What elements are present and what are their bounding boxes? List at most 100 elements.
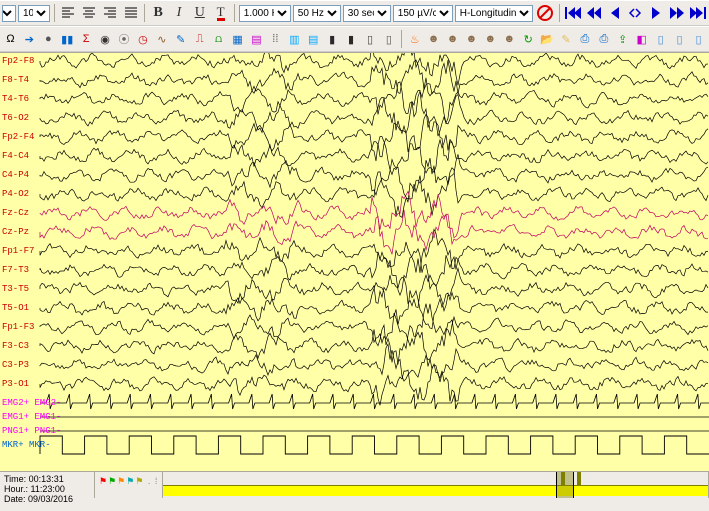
nav-last-button[interactable] bbox=[688, 2, 707, 24]
freq-grid-button[interactable]: ▦ bbox=[229, 29, 246, 49]
film-3-button[interactable]: ▯ bbox=[362, 29, 379, 49]
channel-label: EMG1+ EMG1- bbox=[2, 412, 61, 422]
font-name-combo[interactable] bbox=[2, 5, 16, 22]
skull-3-button[interactable]: ☻ bbox=[463, 29, 480, 49]
channel-label: T3-T5 bbox=[2, 284, 29, 294]
forbid-icon[interactable] bbox=[535, 2, 555, 24]
align-left-button[interactable] bbox=[59, 2, 78, 24]
align-center-button[interactable] bbox=[80, 2, 99, 24]
doc-2-button[interactable]: ▯ bbox=[671, 29, 688, 49]
export-button[interactable]: ⇪ bbox=[614, 29, 631, 49]
print-2-button[interactable]: ⎙ bbox=[595, 29, 612, 49]
nav-prev-page-button[interactable] bbox=[584, 2, 603, 24]
eeg-viewport[interactable]: Fp2-F8F8-T4T4-T6T6-O2Fp2-F4F4-C4C4-P4P4-… bbox=[0, 53, 709, 471]
wave-tool-button[interactable]: ∿ bbox=[153, 29, 170, 49]
filter-hp-combo[interactable]: 1.000 Hz bbox=[239, 5, 291, 22]
refresh-button[interactable]: ↻ bbox=[520, 29, 537, 49]
eeg-traces-svg bbox=[0, 53, 709, 471]
notes-button[interactable]: ✎ bbox=[558, 29, 575, 49]
channel-label: Cz-Pz bbox=[2, 227, 29, 237]
color-picker-button[interactable]: ◧ bbox=[633, 29, 650, 49]
sigma-button[interactable]: Σ bbox=[78, 29, 95, 49]
toolbar-row-2: Ω➔●▮▮Σ◉⦿◷∿✎⎍⩍▦▤⁞⁞▥▤▮▮▯▯♨☻☻☻☻☻↻📂✎⎙⎙⇪◧▯▯▯ bbox=[0, 26, 709, 52]
omega-button[interactable]: Ω bbox=[2, 29, 19, 49]
skull-1-button[interactable]: ☻ bbox=[425, 29, 442, 49]
flag-icon: ⚑ bbox=[126, 476, 135, 486]
nav-next-button[interactable] bbox=[647, 2, 666, 24]
film-4-button[interactable]: ▯ bbox=[380, 29, 397, 49]
font-size-combo[interactable]: 10 bbox=[18, 5, 50, 22]
timeline-track bbox=[163, 485, 708, 496]
separator bbox=[54, 4, 55, 22]
toolbar-row-1: 10 B bbox=[0, 0, 709, 26]
skull-5-button[interactable]: ☻ bbox=[501, 29, 518, 49]
separator bbox=[234, 4, 235, 22]
timeline[interactable] bbox=[163, 472, 709, 498]
nav-prev-button[interactable] bbox=[605, 2, 624, 24]
nav-next-page-button[interactable] bbox=[668, 2, 687, 24]
channel-label: Fz-Cz bbox=[2, 208, 29, 218]
filter-lp-combo[interactable]: 50 Hz bbox=[293, 5, 341, 22]
channel-label: EMG2+ EMG2- bbox=[2, 398, 61, 408]
channel-label: F7-T3 bbox=[2, 265, 29, 275]
italic-button[interactable]: I bbox=[170, 2, 189, 24]
channel-label: T6-O2 bbox=[2, 113, 29, 123]
channel-label: Fp2-F4 bbox=[2, 132, 34, 142]
separator bbox=[401, 30, 402, 48]
channel-label: PNG1+ PNG1- bbox=[2, 426, 61, 436]
annotate-button[interactable]: ✎ bbox=[172, 29, 189, 49]
text-color-button[interactable]: T bbox=[211, 2, 230, 24]
fingerprint-button[interactable]: ◉ bbox=[97, 29, 114, 49]
status-time-block: Time: 00:13:31 Hour.: 11:23:00 Date: 09/… bbox=[0, 472, 95, 498]
status-hour: Hour.: 11:23:00 bbox=[4, 484, 90, 494]
clock-button[interactable]: ◷ bbox=[134, 29, 151, 49]
nav-first-button[interactable] bbox=[564, 2, 583, 24]
channel-label: Fp2-F8 bbox=[2, 56, 34, 66]
film-1-button[interactable]: ▮ bbox=[324, 29, 341, 49]
record-button[interactable]: ● bbox=[40, 29, 57, 49]
channel-label: T4-T6 bbox=[2, 94, 29, 104]
channel-label: Fp1-F7 bbox=[2, 246, 34, 256]
channel-label: C4-P4 bbox=[2, 170, 29, 180]
flag-icon: ⚑ bbox=[117, 476, 126, 486]
timebase-combo[interactable]: 30 sec bbox=[343, 5, 391, 22]
dots-button[interactable]: ⁞⁞ bbox=[267, 29, 284, 49]
status-time: Time: 00:13:31 bbox=[4, 474, 90, 484]
channel-label: F3-C3 bbox=[2, 341, 29, 351]
flame-button[interactable]: ♨ bbox=[406, 29, 423, 49]
channel-label: MKR+ MKR- bbox=[2, 440, 51, 450]
folder-open-button[interactable]: 📂 bbox=[539, 29, 556, 49]
channel-label: Fp1-F3 bbox=[2, 322, 34, 332]
report-blue-button[interactable]: ▥ bbox=[286, 29, 303, 49]
channel-label: C3-P3 bbox=[2, 360, 29, 370]
net1-button[interactable]: ⩍ bbox=[210, 29, 227, 49]
arrow-right-button[interactable]: ➔ bbox=[21, 29, 38, 49]
print-1-button[interactable]: ⎙ bbox=[576, 29, 593, 49]
report-list-button[interactable]: ▤ bbox=[305, 29, 322, 49]
bold-button[interactable]: B bbox=[149, 2, 168, 24]
doc-1-button[interactable]: ▯ bbox=[652, 29, 669, 49]
grid-edit-button[interactable]: ▤ bbox=[248, 29, 265, 49]
doc-3-button[interactable]: ▯ bbox=[690, 29, 707, 49]
timeline-marker bbox=[577, 472, 581, 486]
aux1-button[interactable]: ⦿ bbox=[116, 29, 133, 49]
align-justify-button[interactable] bbox=[121, 2, 140, 24]
montage-combo[interactable]: H-Longitudine v. bbox=[455, 5, 533, 22]
channel-label: P4-O2 bbox=[2, 189, 29, 199]
flag-icon: ⚑ bbox=[108, 476, 117, 486]
separator bbox=[144, 4, 145, 22]
film-2-button[interactable]: ▮ bbox=[343, 29, 360, 49]
channel-label: F4-C4 bbox=[2, 151, 29, 161]
pause-button[interactable]: ▮▮ bbox=[59, 29, 76, 49]
align-right-button[interactable] bbox=[100, 2, 119, 24]
pulse-button[interactable]: ⎍ bbox=[191, 29, 208, 49]
status-bar: Time: 00:13:31 Hour.: 11:23:00 Date: 09/… bbox=[0, 471, 709, 498]
status-flags: ⚑⚑⚑⚑⚑ . ⁞ bbox=[95, 472, 163, 498]
flag-icon: ⚑ bbox=[99, 476, 108, 486]
channel-label: T5-O1 bbox=[2, 303, 29, 313]
underline-button[interactable]: U bbox=[190, 2, 209, 24]
skull-4-button[interactable]: ☻ bbox=[482, 29, 499, 49]
nav-pick-button[interactable] bbox=[626, 2, 645, 24]
skull-2-button[interactable]: ☻ bbox=[444, 29, 461, 49]
sensitivity-combo[interactable]: 150 µV/cm bbox=[393, 5, 453, 22]
